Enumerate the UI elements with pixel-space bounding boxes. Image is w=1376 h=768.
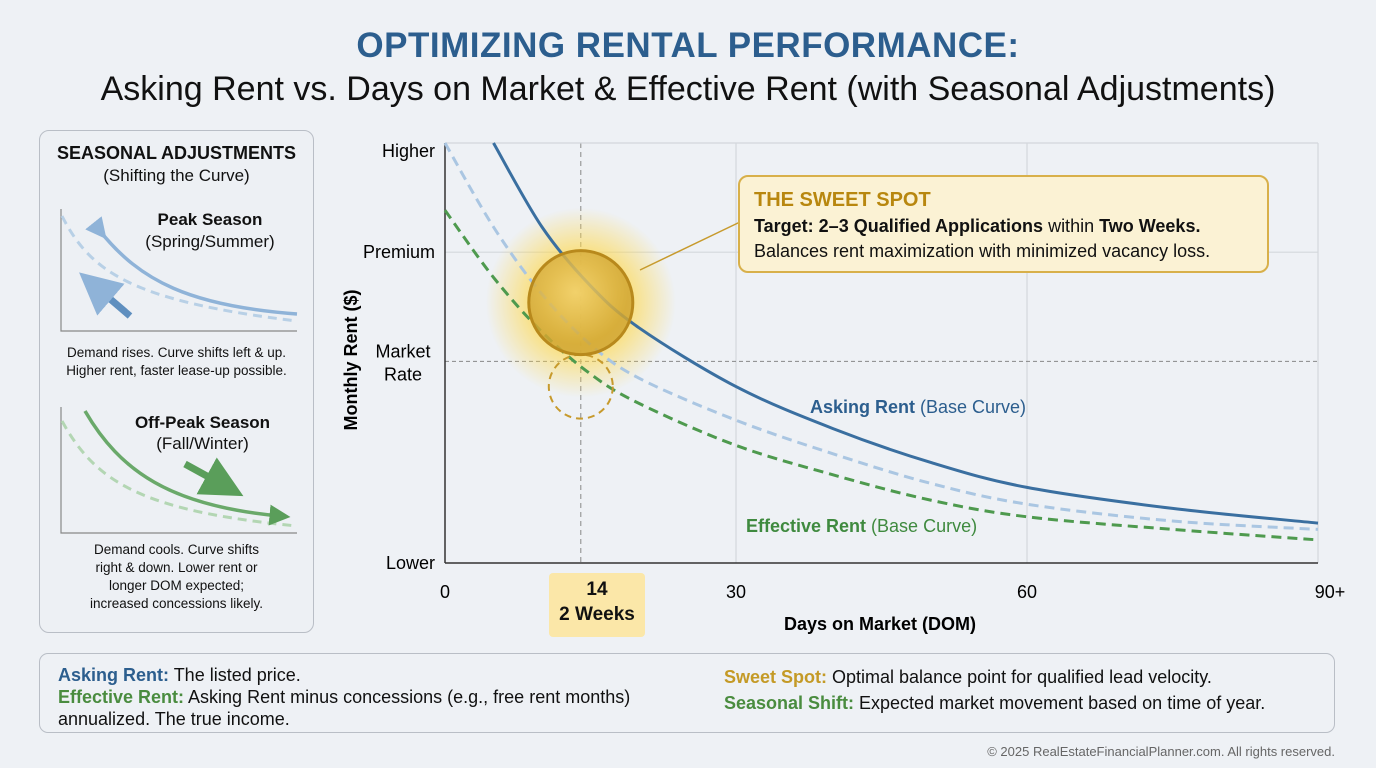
y-tick-label: Higher xyxy=(382,141,435,161)
offpeak-desc-4: increased concessions likely. xyxy=(89,596,264,611)
x-axis-label: Days on Market (DOM) xyxy=(784,614,976,634)
legend-seasonal-label: Seasonal Shift: xyxy=(724,693,855,713)
offpeak-desc-2: right & down. Lower rent or xyxy=(95,560,258,575)
x-tick-label: 30 xyxy=(726,582,746,602)
x-tick-label: 90+ xyxy=(1315,582,1346,602)
offpeak-season-subtitle: (Fall/Winter) xyxy=(156,434,249,453)
panel-title: SEASONAL ADJUSTMENTS xyxy=(56,143,297,163)
callout-title: THE SWEET SPOT xyxy=(754,189,931,211)
peak-desc-1: Demand rises. Curve shifts left & up. xyxy=(66,345,287,360)
sweet-spot-callout: THE SWEET SPOT Target: 2–3 Qualified App… xyxy=(738,175,1269,273)
legend-sweet-label: Sweet Spot: xyxy=(724,667,828,687)
copyright: © 2025 RealEstateFinancialPlanner.com. A… xyxy=(987,744,1335,759)
callout-line-2: Balances rent maximization with minimize… xyxy=(754,241,1211,261)
legend-effective-desc: Asking Rent minus concessions (e.g., fre… xyxy=(184,687,631,707)
effective-rent-suffix: (Base Curve) xyxy=(866,516,977,536)
callout-two-weeks: Two Weeks. xyxy=(1099,216,1201,236)
x-tick-label: 60 xyxy=(1017,582,1037,602)
asking-rent-name: Asking Rent xyxy=(810,397,915,417)
callout-target: Target: 2–3 Qualified Applications xyxy=(754,216,1044,236)
asking-rent-suffix: (Base Curve) xyxy=(915,397,1026,417)
legend-asking-label: Asking Rent: xyxy=(58,665,170,685)
offpeak-curve xyxy=(83,410,291,526)
x-tick-sublabel: 2 Weeks xyxy=(559,604,635,625)
x-tick-label: 14 xyxy=(586,579,608,600)
y-tick-label: Rate xyxy=(384,364,422,384)
y-tick-label: Premium xyxy=(363,242,435,262)
peak-mini-chart xyxy=(60,209,298,332)
legend-sweet-desc: Optimal balance point for qualified lead… xyxy=(827,667,1212,687)
seasonal-adjustments-panel: SEASONAL ADJUSTMENTS (Shifting the Curve… xyxy=(39,130,314,633)
callout-connector xyxy=(639,221,741,271)
y-tick-label: Market xyxy=(375,341,430,361)
panel-subtitle: (Shifting the Curve) xyxy=(103,166,250,185)
axes xyxy=(444,143,1318,564)
page-subtitle: Asking Rent vs. Days on Market & Effecti… xyxy=(100,70,1276,108)
shift-down-arrow-icon xyxy=(183,457,244,497)
callout-line-1: Target: 2–3 Qualified Applications withi… xyxy=(754,216,1253,237)
peak-season-subtitle: (Spring/Summer) xyxy=(145,232,275,251)
callout-within: within xyxy=(1043,216,1100,236)
asking-rent-label: Asking Rent (Base Curve) xyxy=(810,397,1026,417)
offpeak-desc-1: Demand cools. Curve shifts xyxy=(93,542,260,557)
x-tick-14-highlight: 14 2 Weeks xyxy=(549,573,645,637)
y-tick-label: Lower xyxy=(386,553,435,573)
effective-rent-label: Effective Rent (Base Curve) xyxy=(746,516,977,536)
peak-desc-2: Higher rent, faster lease-up possible. xyxy=(66,363,287,378)
sweet-spot-marker xyxy=(527,249,635,357)
page-title: OPTIMIZING RENTAL PERFORMANCE: xyxy=(356,26,1020,65)
legend-effective-desc-2: annualized. The true income. xyxy=(58,709,290,729)
peak-season-title: Peak Season xyxy=(157,210,263,229)
legend-asking-desc: The listed price. xyxy=(169,665,301,685)
effective-rent-name: Effective Rent xyxy=(746,516,866,536)
x-tick-label: 0 xyxy=(440,582,450,602)
definitions-legend: Asking Rent: The listed price. Effective… xyxy=(39,653,1335,733)
peak-curve xyxy=(85,216,298,316)
offpeak-season-title: Off-Peak Season xyxy=(134,413,271,432)
legend-seasonal-desc: Expected market movement based on time o… xyxy=(854,693,1266,713)
y-axis-label: Monthly Rent ($) xyxy=(341,290,361,431)
legend-effective-label: Effective Rent: xyxy=(58,687,185,707)
shift-up-arrow-icon xyxy=(79,272,133,319)
offpeak-desc-3: longer DOM expected; xyxy=(108,578,245,593)
seasonal-mini-charts xyxy=(60,209,298,534)
offpeak-mini-chart xyxy=(60,407,298,534)
